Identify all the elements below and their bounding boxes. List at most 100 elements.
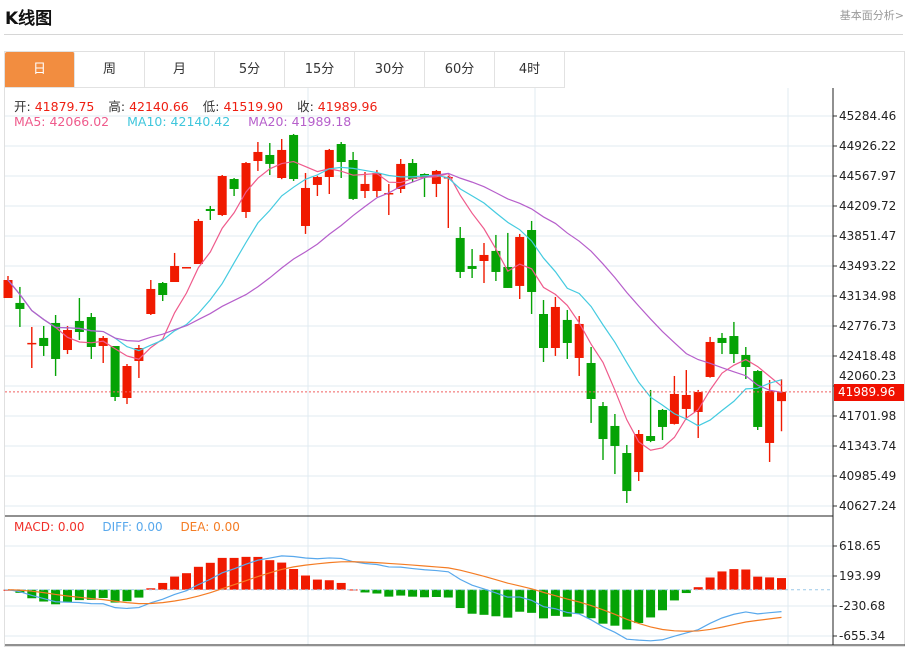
price-tick-label: 41701.98 [839, 409, 896, 423]
candle-up [479, 254, 489, 261]
fundamental-analysis-link[interactable]: 基本面分析> [839, 9, 904, 22]
candle-down [741, 354, 751, 368]
candle-down [658, 409, 667, 427]
tab-60min[interactable]: 60分 [425, 52, 495, 88]
candle-up [372, 172, 382, 191]
price-tick-label: 44926.22 [839, 139, 896, 153]
low-label: 低: [202, 99, 220, 114]
macd-bar [705, 577, 715, 590]
candle-up [324, 149, 334, 178]
candle-down [729, 336, 739, 355]
candle-down [408, 163, 418, 180]
macd-bar [312, 579, 322, 590]
candle-up [705, 341, 715, 377]
macd-bar [39, 589, 49, 602]
macd-bar [170, 576, 180, 590]
macd-bar [610, 589, 620, 626]
macd-bar [479, 589, 489, 615]
candle-up [193, 220, 203, 265]
macd-bar [527, 589, 537, 613]
price-tick-label: 42776.73 [839, 319, 896, 333]
high-value: 42140.66 [129, 99, 189, 114]
macd-bar [217, 557, 227, 590]
price-tick-label: 41343.74 [839, 439, 896, 453]
candle-down [622, 453, 632, 492]
candle-down [717, 337, 727, 343]
candle-up [765, 390, 775, 443]
tab-month[interactable]: 月 [145, 52, 215, 88]
macd-bar [717, 571, 727, 590]
candle-up [122, 366, 132, 398]
candle-down [51, 322, 61, 359]
candle-up [170, 266, 180, 283]
price-tick-label: 40627.24 [839, 499, 896, 513]
macd-bar [539, 589, 548, 619]
candle-down [467, 266, 477, 269]
macd-bar [467, 589, 477, 614]
last-price-label: 41989.96 [834, 384, 904, 401]
dea-line [7, 561, 782, 632]
candle-up [182, 267, 191, 269]
macd-bar [360, 589, 370, 593]
candle-up [777, 391, 786, 402]
price-tick-label: 45284.46 [839, 109, 896, 123]
candle-down [86, 317, 96, 347]
macd-bar [110, 589, 120, 603]
macd-bar [431, 589, 441, 597]
macd-bar [622, 589, 632, 630]
macd-bar [396, 589, 406, 596]
macd-bar [98, 589, 108, 598]
macd-bar [491, 589, 501, 617]
diff-value: DIFF: 0.00 [102, 520, 163, 534]
candle-down [289, 134, 299, 180]
candle-down [265, 154, 275, 164]
price-tick-label: 43134.98 [839, 289, 896, 303]
tab-day[interactable]: 日 [5, 52, 75, 88]
macd-value: MACD: 0.00 [14, 520, 85, 534]
macd-bar [277, 562, 287, 590]
divider [4, 34, 903, 35]
ma10-line [7, 166, 782, 427]
period-tabs: 日 周 月 5分 15分 30分 60分 4时 [5, 52, 565, 88]
macd-bar [289, 569, 299, 590]
macd-bar [634, 589, 644, 624]
candle-down [491, 250, 501, 272]
open-value: 41879.75 [34, 99, 95, 114]
macd-bar [193, 566, 203, 590]
macd-bar [241, 556, 251, 590]
candle-down [646, 436, 656, 441]
macd-bar [598, 589, 608, 624]
candle-down [158, 283, 168, 295]
macd-bar [550, 589, 560, 616]
candle-down [348, 160, 358, 199]
macd-bar [253, 556, 263, 590]
macd-bar [562, 589, 572, 617]
candle-down [39, 337, 49, 346]
candle-down [753, 371, 763, 427]
candle-up [384, 192, 394, 195]
candle-down [74, 320, 84, 333]
tab-4hour[interactable]: 4时 [495, 52, 565, 88]
ma10-value: MA10: 42140.42 [127, 114, 231, 129]
candle-up [146, 288, 156, 315]
candle-up [634, 434, 644, 473]
macd-bar [503, 589, 513, 618]
candle-down [586, 362, 596, 399]
dea-value: DEA: 0.00 [180, 520, 240, 534]
price-tick-label: 43493.22 [839, 259, 896, 273]
macd-tick-label: -230.68 [839, 599, 885, 613]
price-tick-label: 40985.49 [839, 469, 896, 483]
tab-5min[interactable]: 5分 [215, 52, 285, 88]
macd-bar [336, 582, 346, 590]
tab-week[interactable]: 周 [75, 52, 145, 88]
tab-15min[interactable]: 15分 [285, 52, 355, 88]
candle-up [27, 342, 37, 345]
ohlc-readout: 开: 41879.75 高: 42140.66 低: 41519.90 收: 41989… [14, 96, 387, 115]
macd-tick-label: 193.99 [839, 569, 881, 583]
macd-bar [74, 589, 84, 601]
macd-bar [146, 588, 156, 590]
candle-down [229, 179, 239, 189]
close-label: 收: [297, 99, 314, 114]
tab-30min[interactable]: 30分 [355, 52, 425, 88]
